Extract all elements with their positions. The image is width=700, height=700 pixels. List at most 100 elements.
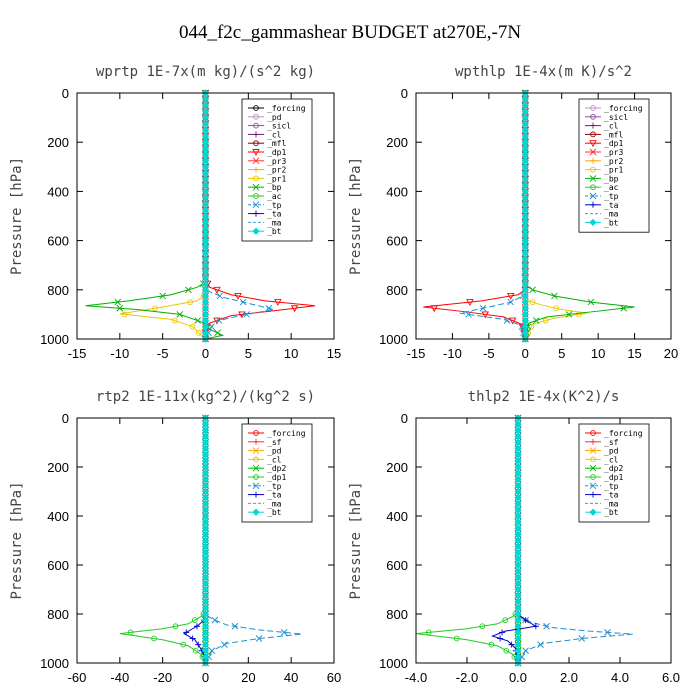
data-point [176,311,184,318]
data-point [578,635,586,642]
legend-marker [589,447,597,454]
data-point [151,635,157,642]
legend-marker [252,183,260,191]
y-tick-label: 1000 [40,656,69,671]
data-point [172,623,179,630]
data-point [221,641,228,648]
data-point [265,304,273,312]
data-point [522,617,529,624]
legend-label: _mfl [604,130,623,139]
legend-marker [253,456,259,463]
legend-marker [590,122,596,129]
legend-label: _tp [604,482,619,491]
data-point [503,647,510,654]
legend-marker [590,105,596,111]
series-line [205,93,275,340]
legend-marker [590,474,596,480]
series-line [119,93,206,340]
series-bt [521,89,529,343]
data-point [185,286,192,294]
plot-frame [415,417,672,664]
series-pr1 [522,90,588,342]
legend-marker [589,482,597,490]
panel-title: rtp2 1E-11x(kg^2)/(kg^2 s) [96,389,315,405]
legend-label: _cl [267,130,282,139]
x-tick-label: 20 [664,346,678,361]
legend-label: _ac [604,183,619,192]
legend-marker [590,456,596,463]
data-point [528,323,535,330]
plot-frame [76,417,335,664]
data-point [192,647,199,654]
legend-marker [590,113,596,120]
legend-label: _pr3 [604,148,623,157]
series-line [517,418,633,664]
data-point [465,311,472,318]
x-tick-label: -10 [110,346,129,361]
data-point [507,298,515,306]
legend-marker [252,464,260,472]
y-axis-label: Pressure [hPa] [9,157,25,275]
series-line [119,418,206,664]
legend-marker [590,201,596,208]
legend: _forcing_pd_sicl_cl_mfl_dp1_pr3_pr2_pr1_… [241,98,313,242]
x-tick-label: -4.0 [405,670,427,685]
data-point [214,329,221,337]
x-tick-label: 0.0 [509,670,527,685]
chart-panel-3: rtp2 1E-11x(kg^2)/(kg^2 s) Pressure [hPa]… [9,389,341,685]
data-point [502,617,509,623]
legend-marker [253,113,259,120]
data-point [503,317,511,324]
legend-marker [590,131,596,138]
legend-label: _pd [604,447,619,456]
legend-label: _pr1 [604,166,623,175]
data-point [508,641,515,648]
legend-marker [253,131,259,138]
x-tick-label: 15 [327,346,341,361]
data-point [234,293,242,300]
data-point [497,635,504,642]
legend-marker [252,227,260,235]
legend-label: _ta [604,491,619,500]
legend-label: _forcing [604,429,643,438]
series-line [415,418,519,664]
legend-label: _cl [604,122,619,131]
legend-label: _pr1 [267,174,286,183]
legend-marker [253,166,259,173]
x-tick-label: 0 [202,670,209,685]
data-point [425,629,432,636]
data-point [542,317,549,324]
legend-label: _bt [267,227,282,236]
series-line [205,418,302,664]
legend-marker [589,148,597,156]
legend-marker [590,491,596,498]
data-point [529,286,536,294]
legend-marker [590,166,596,173]
data-point [529,299,536,305]
data-point [255,635,263,642]
y-tick-label: 600 [386,234,408,249]
y-axis-label: Pressure [hPa] [348,481,364,599]
legend-label: _forcing [267,429,306,438]
x-tick-label: 60 [327,670,341,685]
legend-marker [253,140,259,147]
data-point [183,629,190,636]
legend-label: _forcing [267,104,306,113]
x-tick-label: 10 [591,346,605,361]
data-point [239,298,247,306]
data-point [587,298,595,306]
panel-title: thlp2 1E-4x(K^2)/s [468,389,620,405]
y-tick-label: 0 [62,411,69,426]
y-tick-label: 400 [386,509,408,524]
legend-marker [253,175,259,182]
data-point [620,304,627,312]
y-tick-label: 400 [47,509,69,524]
legend-label: _pr3 [267,157,286,166]
data-point [274,299,282,307]
legend-marker [252,201,260,209]
y-tick-label: 200 [47,460,69,475]
y-tick-label: 800 [386,607,408,622]
data-point [191,617,198,623]
y-tick-label: 400 [47,184,69,199]
